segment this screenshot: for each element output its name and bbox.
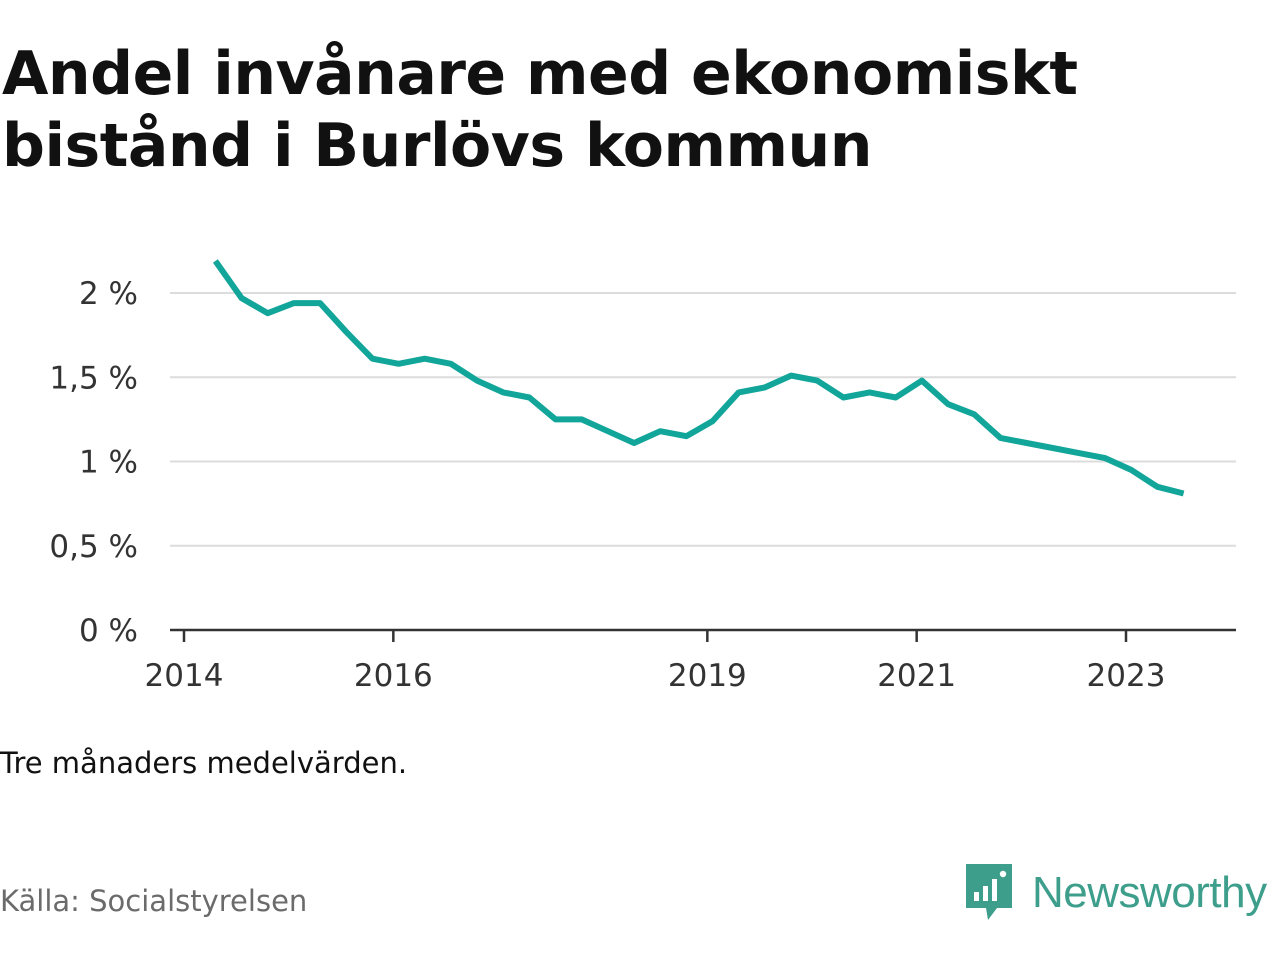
x-tick-label: 2021 xyxy=(877,658,956,694)
x-tick-label: 2014 xyxy=(145,658,224,694)
x-axis-ticks: 2014 2016 2019 2021 2023 xyxy=(145,630,1166,694)
y-tick-label: 1 % xyxy=(79,445,138,481)
y-tick-label: 1,5 % xyxy=(49,360,138,396)
y-axis-ticks: 0 % 0,5 % 1 % 1,5 % 2 % xyxy=(49,276,138,649)
x-tick-label: 2019 xyxy=(668,658,747,694)
chart-note: Tre månaders medelvärden. xyxy=(0,746,408,780)
brand-name: Newsworthy xyxy=(1032,868,1267,917)
grid-lines xyxy=(170,292,1236,547)
x-tick-label: 2016 xyxy=(354,658,433,694)
x-tick-label: 2023 xyxy=(1087,658,1166,694)
y-tick-label: 0,5 % xyxy=(49,529,138,565)
series-group xyxy=(212,259,1185,497)
chart-title: Andel invånare med ekonomiskt bistånd i … xyxy=(2,39,1078,181)
series-line xyxy=(212,259,1185,497)
brand-logo: Newsworthy xyxy=(964,862,1267,924)
y-tick-label: 2 % xyxy=(79,276,138,312)
newsworthy-logo-icon xyxy=(966,864,1012,920)
y-tick-label: 0 % xyxy=(79,613,138,649)
source-label: Källa: Socialstyrelsen xyxy=(0,884,308,918)
line-chart: 0 % 0,5 % 1 % 1,5 % 2 % 2014 2016 2019 2021 2023 xyxy=(49,259,1236,694)
